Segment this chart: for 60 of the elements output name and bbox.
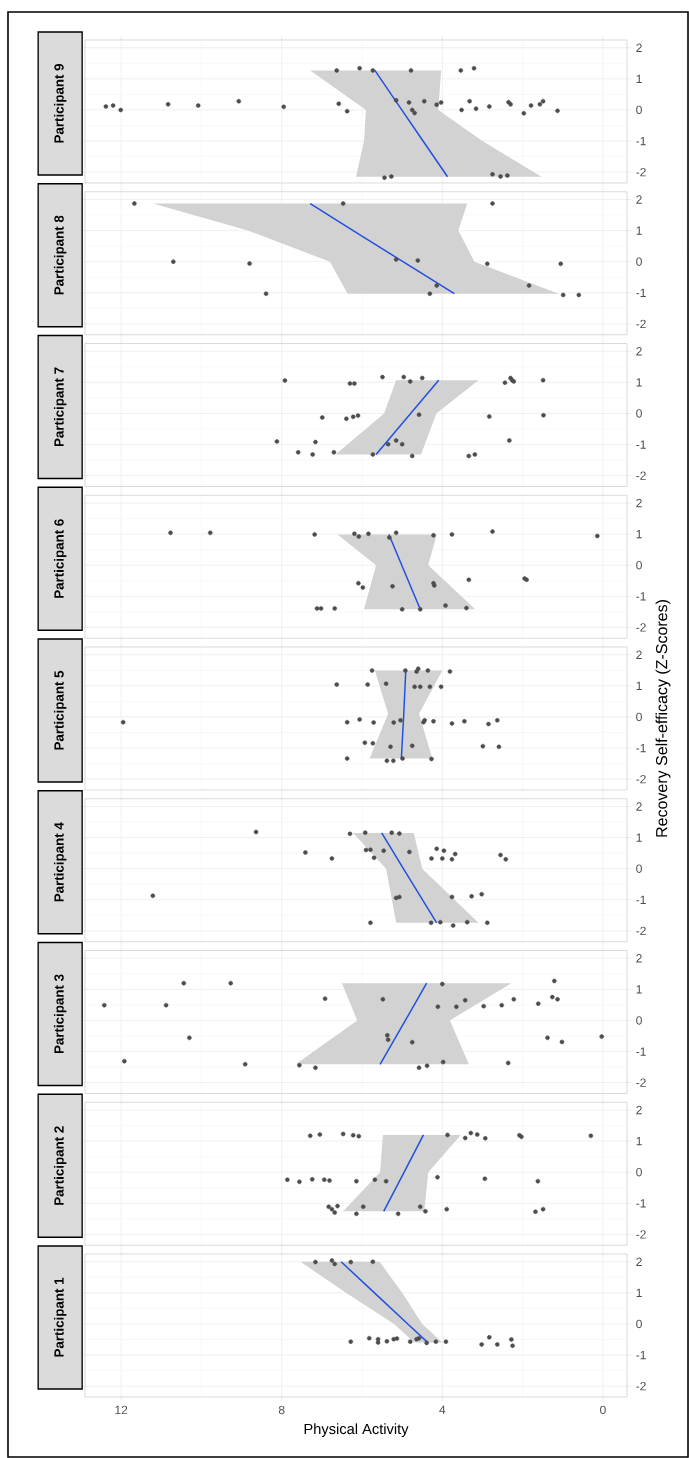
x-tick-label: 12	[115, 1405, 128, 1415]
y-tick-label: -1	[636, 1047, 646, 1056]
y-tick-label: -2	[636, 471, 646, 480]
y-tick-label: 1	[636, 529, 642, 539]
y-tick-label: 0	[636, 105, 642, 115]
x-tick-label: 4	[439, 1405, 446, 1414]
y-tick-label: -2	[636, 623, 646, 632]
y-tick-label: -2	[636, 319, 646, 329]
y-tick-label: 2	[636, 43, 642, 52]
y-tick-label: -2	[636, 926, 646, 936]
text: Participant 6	[53, 519, 67, 598]
y-tick-label: 1	[636, 833, 642, 842]
text: Participant 1	[53, 1277, 67, 1357]
x-axis-title: Physical Activity	[304, 1423, 409, 1438]
y-tick-label: 0	[636, 1016, 642, 1025]
y-tick-label: 2	[636, 195, 642, 204]
text: Participant 3	[53, 974, 67, 1054]
x-tick-label: 0	[600, 1405, 606, 1415]
y-tick-label: -2	[636, 1078, 646, 1087]
y-tick-label: -2	[636, 167, 646, 177]
y-tick-label: 1	[636, 985, 642, 994]
y-tick-label: 1	[636, 226, 642, 235]
text: Participant 2	[53, 1126, 67, 1205]
text: Participant 9	[53, 63, 67, 143]
y-tick-label: -2	[636, 1381, 646, 1391]
y-tick-label: 1	[636, 1136, 642, 1146]
y-tick-label: -2	[636, 774, 646, 784]
y-tick-label: 0	[636, 1167, 642, 1177]
y-tick-label: 2	[636, 347, 642, 356]
text: Participant 7	[53, 367, 67, 447]
y-tick-label: 2	[636, 650, 642, 659]
y-tick-label: 2	[636, 802, 642, 811]
text: Participant 4	[53, 822, 67, 902]
text: Participant 5	[53, 670, 67, 750]
y-tick-label: 2	[636, 954, 642, 963]
y-tick-label: -1	[636, 136, 646, 146]
y-tick-label: 0	[636, 712, 642, 722]
text: Participant 8	[53, 215, 67, 295]
y-tick-label: -1	[636, 288, 646, 297]
x-tick-label: 8	[278, 1405, 285, 1415]
y-tick-label: -2	[636, 1230, 646, 1239]
y-tick-label: 1	[636, 1288, 642, 1297]
y-tick-label: 0	[636, 560, 642, 570]
y-tick-label: 0	[636, 1319, 642, 1329]
y-tick-label: 0	[636, 257, 642, 266]
y-tick-label: 2	[636, 1105, 642, 1115]
y-tick-label: 1	[636, 74, 642, 83]
y-tick-label: 0	[636, 409, 642, 418]
y-tick-label: -1	[636, 440, 646, 449]
y-tick-label: -1	[636, 592, 646, 601]
y-tick-label: 2	[636, 498, 642, 508]
y-tick-label: 1	[636, 378, 642, 387]
y-tick-label: -1	[636, 895, 646, 904]
y-tick-label: -1	[636, 743, 646, 753]
y-tick-label: 1	[636, 681, 642, 690]
y-tick-label: 2	[636, 1257, 642, 1266]
y-axis-title: Recovery Self-efficacy (Z-Scores)	[655, 600, 671, 837]
y-tick-label: -1	[636, 1199, 646, 1208]
y-tick-label: 0	[636, 864, 642, 873]
y-tick-label: -1	[636, 1350, 646, 1360]
